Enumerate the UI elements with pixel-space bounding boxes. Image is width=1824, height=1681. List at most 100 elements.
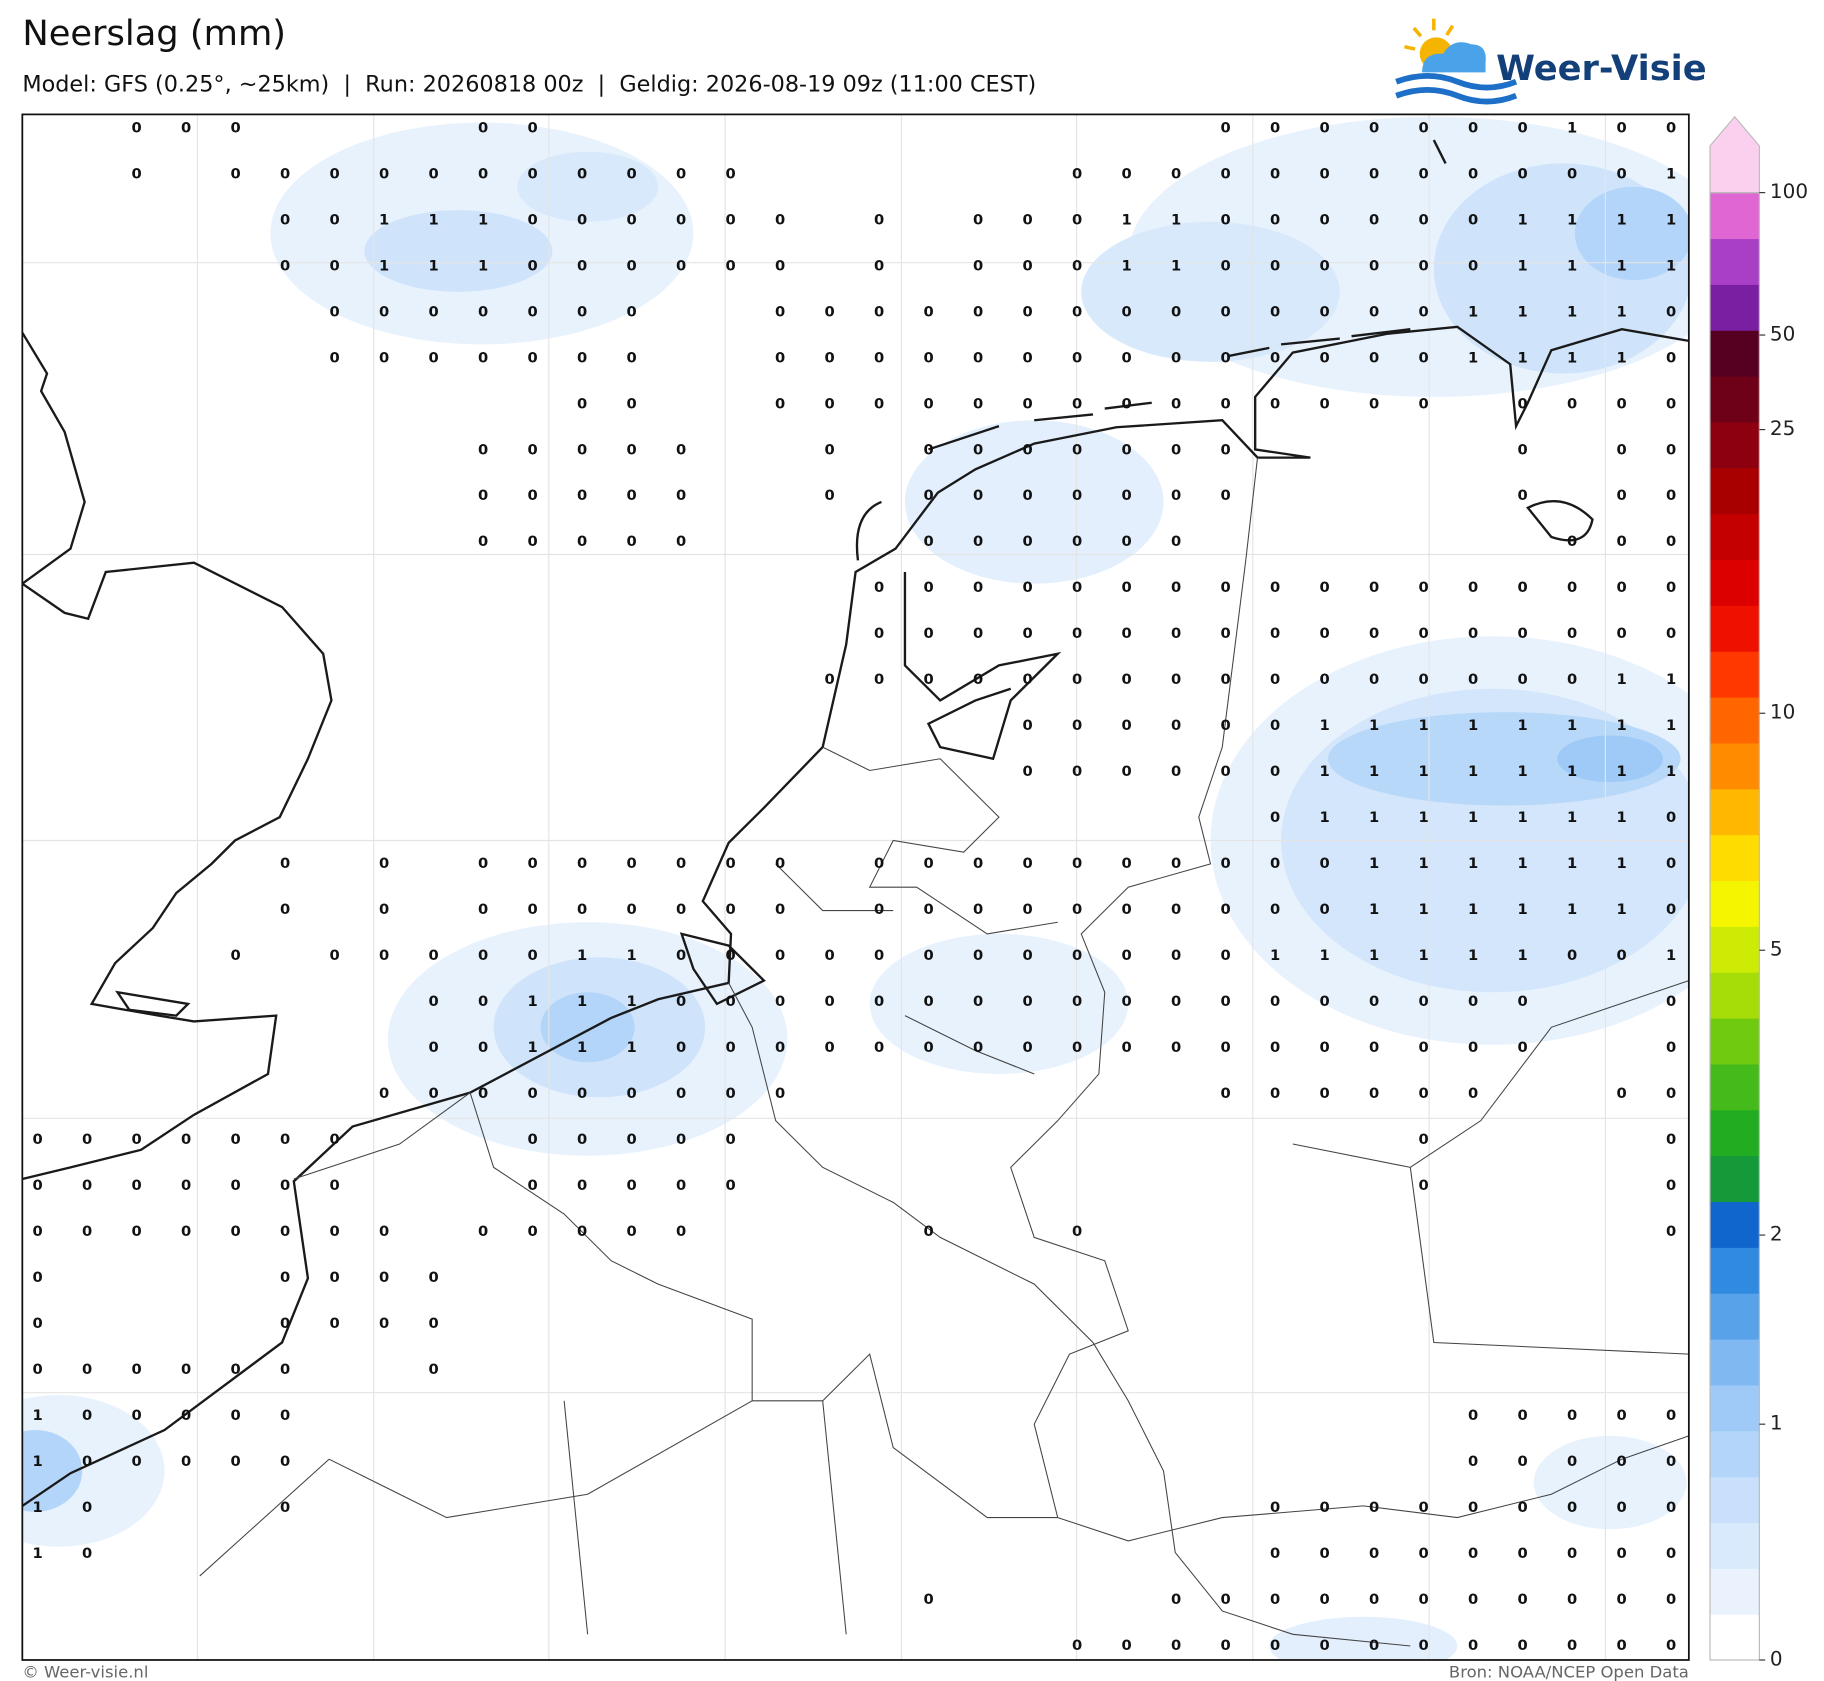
precip-value: 0 <box>973 947 983 964</box>
precip-value: 0 <box>627 1177 637 1194</box>
precip-value: 0 <box>1419 395 1429 412</box>
precip-value: 0 <box>1072 1223 1082 1240</box>
precip-value: 1 <box>1419 947 1429 964</box>
precip-value: 0 <box>1320 165 1330 182</box>
precip-value: 0 <box>1518 165 1528 182</box>
precip-value: 0 <box>1320 257 1330 274</box>
precip-value: 0 <box>627 487 637 504</box>
colorbar-band <box>1710 1109 1760 1157</box>
precip-value: 0 <box>132 1361 142 1378</box>
precip-value: 0 <box>1468 211 1478 228</box>
precip-value: 0 <box>1617 487 1627 504</box>
precip-value: 0 <box>1666 1223 1676 1240</box>
precip-value: 0 <box>32 1361 42 1378</box>
precip-value: 0 <box>528 1131 538 1148</box>
precip-value: 0 <box>924 671 934 688</box>
colorbar-band <box>1710 742 1760 790</box>
precip-value: 0 <box>1122 763 1132 780</box>
precip-value: 0 <box>132 1223 142 1240</box>
precip-value: 0 <box>1617 1453 1627 1470</box>
precip-value: 0 <box>1072 441 1082 458</box>
precip-value: 0 <box>181 1177 191 1194</box>
precip-value: 1 <box>1419 809 1429 826</box>
precip-value: 0 <box>1320 579 1330 596</box>
precip-value: 0 <box>825 441 835 458</box>
precip-value: 0 <box>1666 855 1676 872</box>
precip-value: 1 <box>1468 303 1478 320</box>
precip-value: 0 <box>1270 625 1280 642</box>
precip-value: 1 <box>1369 947 1379 964</box>
precip-value: 0 <box>775 855 785 872</box>
precip-areas <box>22 116 1689 1660</box>
precip-value: 0 <box>577 1223 587 1240</box>
precip-value: 0 <box>726 901 736 918</box>
colorbar-band <box>1710 467 1760 515</box>
precip-value: 0 <box>1468 1637 1478 1654</box>
precip-value: 0 <box>528 211 538 228</box>
precip-value: 0 <box>1468 993 1478 1010</box>
precip-value: 0 <box>280 1269 290 1286</box>
precip-value: 0 <box>1122 855 1132 872</box>
precip-value: 1 <box>1468 809 1478 826</box>
precip-value: 0 <box>1270 1039 1280 1056</box>
precip-value: 0 <box>676 211 686 228</box>
precip-value: 1 <box>627 947 637 964</box>
precip-value: 0 <box>577 533 587 550</box>
precip-value: 0 <box>775 257 785 274</box>
precip-value: 0 <box>1666 1085 1676 1102</box>
precip-value: 0 <box>924 901 934 918</box>
precip-value: 0 <box>1023 625 1033 642</box>
precip-value: 0 <box>82 1407 92 1424</box>
precip-value: 0 <box>577 901 587 918</box>
colorbar-band <box>1710 972 1760 1019</box>
precip-value: 0 <box>231 947 241 964</box>
precip-value: 0 <box>528 1177 538 1194</box>
precip-value: 0 <box>627 855 637 872</box>
precip-value: 0 <box>627 1223 637 1240</box>
precip-value: 0 <box>478 303 488 320</box>
precip-value: 1 <box>1369 855 1379 872</box>
precip-value: 0 <box>874 579 884 596</box>
precip-value: 0 <box>627 303 637 320</box>
precip-value: 0 <box>1122 487 1132 504</box>
subtitle: Model: GFS (0.25°, ~25km) | Run: 2026081… <box>22 72 1036 98</box>
precip-value: 0 <box>577 855 587 872</box>
precip-value: 0 <box>1518 1407 1528 1424</box>
precip-value: 0 <box>1419 1499 1429 1516</box>
precip-value: 1 <box>1567 901 1577 918</box>
precip-value: 1 <box>1369 901 1379 918</box>
precip-value: 0 <box>478 1085 488 1102</box>
precip-value: 0 <box>330 303 340 320</box>
precip-value: 1 <box>429 257 439 274</box>
precip-value: 0 <box>1221 855 1231 872</box>
precip-value: 0 <box>1419 303 1429 320</box>
precip-value: 0 <box>726 855 736 872</box>
precip-value: 0 <box>478 901 488 918</box>
precip-value: 0 <box>1171 579 1181 596</box>
precip-value: 0 <box>1419 1085 1429 1102</box>
precip-value: 0 <box>1122 303 1132 320</box>
precip-value: 0 <box>330 1177 340 1194</box>
precip-value: 0 <box>1666 1131 1676 1148</box>
precip-value: 0 <box>1023 349 1033 366</box>
precip-value: 0 <box>1369 211 1379 228</box>
precip-value: 0 <box>1122 947 1132 964</box>
precip-value: 0 <box>82 1453 92 1470</box>
precip-value: 0 <box>973 303 983 320</box>
precip-value: 0 <box>1666 395 1676 412</box>
precip-value: 0 <box>1023 1039 1033 1056</box>
precip-value: 0 <box>1567 1453 1577 1470</box>
precip-value: 0 <box>82 1545 92 1562</box>
precip-value: 1 <box>1567 349 1577 366</box>
colorbar-band <box>1710 376 1760 423</box>
precip-value: 0 <box>379 1269 389 1286</box>
precip-value: 0 <box>1419 993 1429 1010</box>
precip-value: 0 <box>1369 1637 1379 1654</box>
precip-value: 0 <box>1221 717 1231 734</box>
precip-value: 0 <box>1171 303 1181 320</box>
precip-value: 0 <box>1617 165 1627 182</box>
precip-value: 0 <box>1468 1407 1478 1424</box>
colorbar-band <box>1710 1614 1760 1661</box>
precip-value: 0 <box>478 993 488 1010</box>
precip-value: 1 <box>1320 717 1330 734</box>
